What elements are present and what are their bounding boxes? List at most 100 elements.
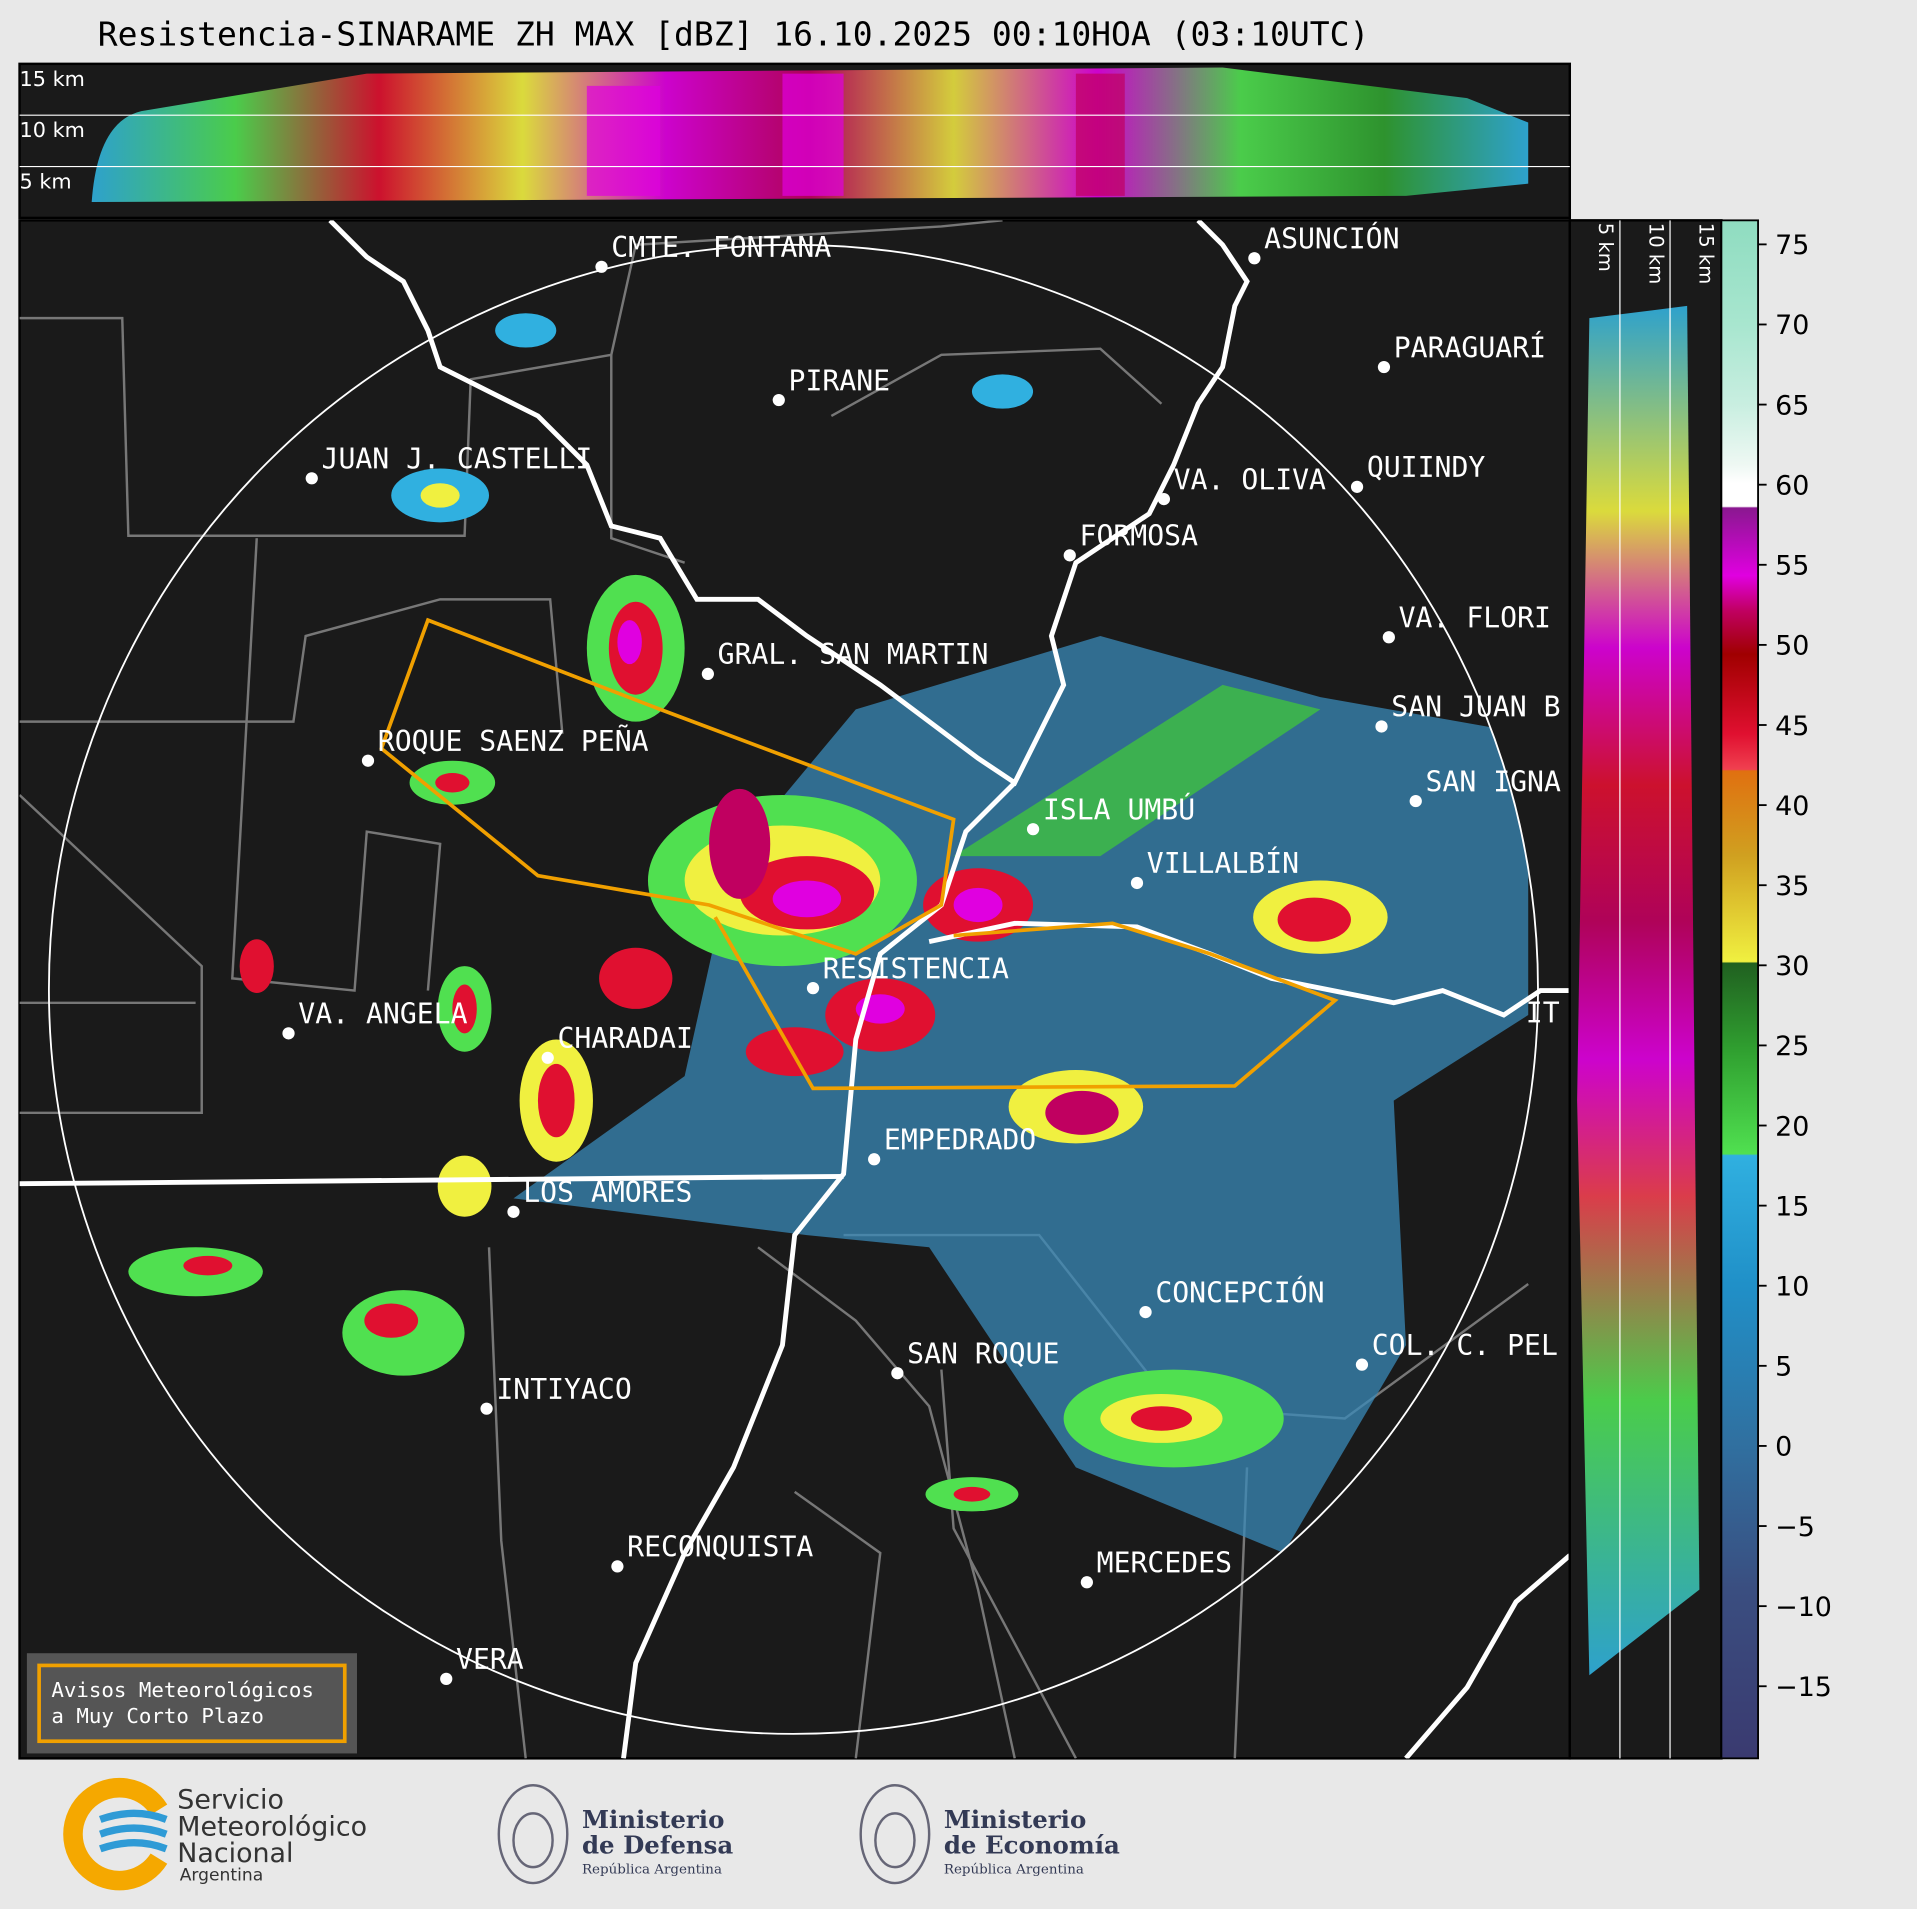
place-dot [772,393,785,407]
side-panel-part [1577,305,1700,1676]
place-label: SAN JUAN B [1391,691,1560,724]
place-label: GRAL. SAN MARTIN [718,638,989,671]
place-dot [1377,360,1391,374]
logo-text: de Defensa [582,1831,733,1860]
place-label: VA. FLORI [1399,601,1551,634]
colorbar-tick-label: −10 [1775,1592,1832,1623]
echoes-part [745,1027,844,1077]
place-dot [1355,1358,1369,1371]
place-label: EMPEDRADO [884,1124,1036,1157]
height-label: 5 km [20,170,72,194]
height-label: 5 km [1594,223,1617,272]
place-dot [868,1153,881,1166]
colorbar-tick-label: 50 [1775,631,1809,662]
crest-part [859,1784,931,1885]
logo-text: República Argentina [944,1862,1084,1877]
place-label: VERA [456,1643,524,1676]
title: Resistencia-SINARAME ZH MAX [dBZ] 16.10.… [98,15,1370,54]
place-dot [282,1027,295,1040]
colorbar [1720,219,1759,1760]
colorbar-tick-label: 30 [1775,951,1809,982]
place-dot [1130,876,1144,890]
height-label: 10 km [1644,223,1667,284]
crest-part [497,1784,569,1885]
smn-logo-part [63,1777,168,1891]
echoes-part [971,374,1034,409]
colorbar-tick-label: 65 [1775,390,1809,421]
top-panel-part [586,85,661,196]
place-dot [1248,252,1261,265]
height-label: 15 km [20,67,85,91]
warning-line: Avisos Meteorológicos [51,1678,314,1702]
place-label: JUAN J. CASTELLI [322,443,593,476]
top-panel-part [1075,73,1125,196]
echoes-part [495,313,557,348]
place-label: PIRANE [789,364,891,397]
logo-text: Nacional [177,1838,293,1869]
place-label: LOS AMORES [523,1176,692,1209]
place-dot [305,472,318,485]
place-dot [1026,823,1040,836]
top-panel [18,62,1572,220]
echoes-part [435,772,470,793]
smn-logo [63,1777,168,1891]
colorbar-tick-label: 25 [1775,1031,1809,1062]
place-dot [480,1402,493,1415]
colorbar-tick-label: 10 [1775,1272,1809,1303]
logo-text: Meteorológico [177,1811,367,1842]
place-dot [1350,480,1364,493]
smn-logo-part [99,1809,168,1853]
place-label: ASUNCIÓN [1264,221,1399,255]
place-label: VA. OLIVA [1174,463,1326,496]
map-panel-part [379,617,1339,1091]
warning-box [26,1653,357,1754]
place-dot [595,260,608,273]
colorbar-tick-label: 40 [1775,791,1809,822]
echoes-part [364,1303,419,1338]
map-panel-part [47,243,1539,1735]
place-dot [1139,1305,1152,1319]
side-panel [1568,219,1723,1760]
place-label: CMTE. FONTANA [611,231,831,264]
echoes-part [1045,1090,1119,1135]
place-label: VILLALBÍN [1147,846,1299,880]
map-panel-part-part [379,617,956,956]
colorbar-tick-label: 45 [1775,711,1809,742]
logo-text: Ministerio [944,1805,1086,1834]
place-label: RECONQUISTA [627,1531,813,1564]
place-dot [1382,631,1395,644]
crest-part [874,1812,916,1869]
colorbar-tick-label: 5 [1775,1352,1792,1383]
logo-text: Ministerio [582,1805,724,1834]
place-label: IT [1526,996,1560,1029]
map-panel-part-part [713,916,1339,1091]
echoes-part [599,947,673,1009]
echoes-part [1130,1406,1193,1431]
map-panel-part-part [621,780,1017,1759]
places: CMTE. FONTANA PIRANE JUAN J. CASTELLI ASUNC… [282,221,1561,1685]
colorbar-tick-label: 55 [1775,551,1809,582]
place-label: PARAGUARÍ [1394,330,1546,364]
place-dot [611,1560,624,1573]
crest-part [512,1812,554,1869]
colorbar-tick-label: 60 [1775,470,1809,501]
echoes-part [183,1255,233,1276]
logo-text: Argentina [180,1866,263,1886]
echoes-part [709,788,771,899]
place-label: SAN ROQUE [907,1337,1059,1370]
place-dot [507,1205,520,1218]
map-panel [18,219,1572,1760]
colorbar-tick-label: 75 [1775,230,1809,261]
place-dot [541,1051,554,1064]
logo-text: República Argentina [582,1862,722,1877]
colorbar-tick-label: 20 [1775,1111,1809,1142]
place-dot [1157,492,1171,506]
echoes-part [1277,897,1351,942]
place-dot [1409,794,1422,808]
echoes-part [953,887,1003,923]
colorbar-tick-label: −5 [1775,1512,1815,1543]
crest [497,1784,931,1885]
place-label: QUIINDY [1367,451,1486,484]
warning-box-part [26,1653,357,1754]
place-label: MERCEDES [1097,1547,1232,1580]
